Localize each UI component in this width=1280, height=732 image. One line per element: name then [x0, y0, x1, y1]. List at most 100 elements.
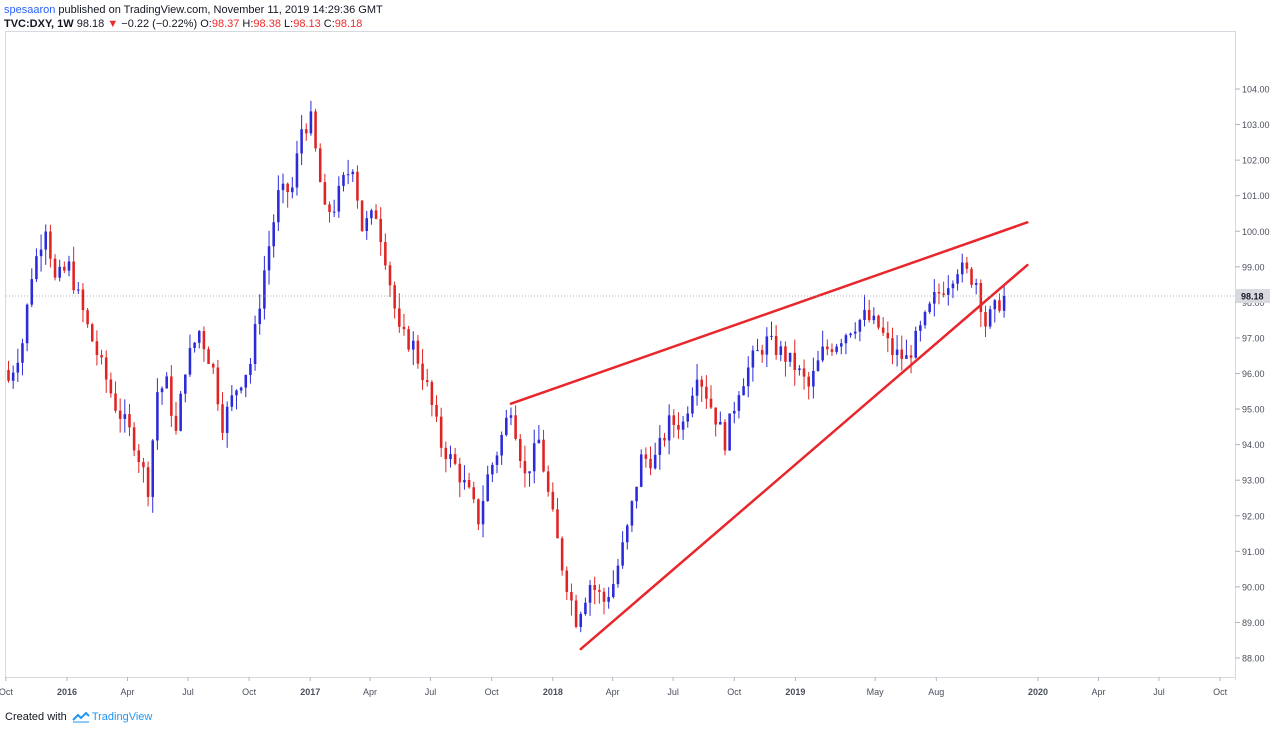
candle-body: [160, 388, 164, 393]
candle-body: [425, 380, 429, 383]
candle-body: [370, 210, 373, 219]
last-price: 98.18: [76, 18, 105, 30]
candle-body: [67, 261, 71, 271]
candle-body: [421, 363, 424, 381]
candle-body: [933, 292, 936, 304]
candle-body: [21, 343, 24, 363]
publish-info: spesaaron published on TradingView.com, …: [4, 3, 383, 17]
candle-body: [328, 204, 331, 213]
tradingview-brand[interactable]: TradingView: [91, 711, 153, 723]
candle-body: [272, 222, 275, 247]
candle-body: [807, 376, 810, 387]
candle-body: [998, 300, 1001, 311]
candle-body: [44, 231, 48, 250]
candle-body: [258, 308, 262, 325]
candle-body: [360, 200, 364, 232]
candle-body: [742, 386, 745, 396]
candle-body: [407, 329, 410, 350]
candle-body: [849, 333, 852, 336]
candle-body: [779, 346, 783, 355]
trendline[interactable]: [509, 221, 1029, 405]
price-tick-label: 92.00: [1242, 511, 1265, 521]
candle-body: [881, 327, 885, 333]
open-label: O:: [200, 18, 212, 30]
candle-body: [202, 331, 206, 350]
candle-body: [672, 415, 676, 425]
footer: Created with TradingView: [5, 710, 152, 727]
candle-body: [588, 585, 592, 603]
time-axis-border: [5, 677, 1236, 678]
candle-body: [221, 404, 224, 433]
candle-body: [439, 416, 443, 448]
candle-body: [114, 393, 117, 411]
candle-body: [63, 266, 66, 271]
candle-body: [723, 422, 727, 451]
candle-body: [509, 415, 513, 418]
candle-body: [737, 395, 741, 411]
candle-body: [398, 308, 401, 327]
candle-body: [705, 386, 708, 399]
time-tick-label: Jul: [425, 687, 437, 697]
candle-body: [956, 274, 959, 284]
candle-body: [472, 487, 476, 500]
candle-body: [812, 370, 815, 387]
candle-body: [179, 393, 182, 431]
candle-body: [35, 256, 38, 280]
candle-body: [384, 242, 387, 266]
candle-body: [402, 326, 406, 330]
candle-body: [774, 335, 778, 355]
chart-header: spesaaron published on TradingView.com, …: [4, 3, 383, 31]
candle-body: [970, 268, 973, 285]
trendline[interactable]: [579, 263, 1029, 651]
candle-body: [174, 415, 178, 431]
candle-body: [574, 600, 578, 627]
price-tick-label: 103.00: [1242, 120, 1270, 130]
candle-body: [639, 454, 643, 487]
candle-body: [95, 341, 99, 356]
candle-body: [100, 355, 103, 358]
candle-body: [211, 364, 215, 368]
candle-body: [230, 395, 234, 407]
price-tick-label: 100.00: [1242, 227, 1270, 237]
candle-body: [914, 330, 917, 358]
candle-body: [193, 342, 196, 349]
candle-body: [16, 362, 20, 373]
time-tick-label: Oct: [242, 687, 257, 697]
candle-body: [532, 443, 536, 472]
candle-body: [58, 266, 61, 278]
candle-body: [644, 454, 648, 459]
low-label: L:: [284, 18, 294, 30]
price-axis-border: [1235, 31, 1236, 680]
candle-body: [793, 352, 797, 371]
candle-body: [765, 336, 769, 355]
candle-body: [537, 439, 541, 444]
time-tick-label: Oct: [485, 687, 500, 697]
candle-body: [467, 479, 471, 488]
candle-body: [937, 292, 941, 294]
candle-body: [728, 413, 731, 451]
candle-body: [612, 584, 615, 597]
candle-body: [802, 368, 806, 377]
publisher-link[interactable]: spesaaron: [4, 4, 56, 16]
candle-body: [886, 332, 890, 339]
candle-body: [900, 349, 904, 359]
candle-body: [798, 368, 801, 371]
candle-body: [118, 410, 122, 419]
candle-body: [821, 346, 824, 361]
time-tick-label: Jul: [1153, 687, 1165, 697]
price-tick-label: 104.00: [1242, 85, 1270, 95]
candle-body: [239, 387, 243, 391]
candle-body: [551, 491, 555, 510]
candle-body: [77, 289, 80, 291]
candle-body: [137, 450, 141, 463]
candle-body: [984, 312, 987, 327]
candle-body: [826, 346, 829, 350]
tradingview-logo-icon[interactable]: [72, 711, 90, 727]
candle-body: [235, 390, 238, 396]
low-value: 98.13: [293, 18, 321, 30]
candle-body: [49, 231, 52, 259]
candle-body: [616, 565, 620, 585]
created-with-text: Created with: [5, 711, 67, 723]
candle-body: [895, 349, 899, 356]
